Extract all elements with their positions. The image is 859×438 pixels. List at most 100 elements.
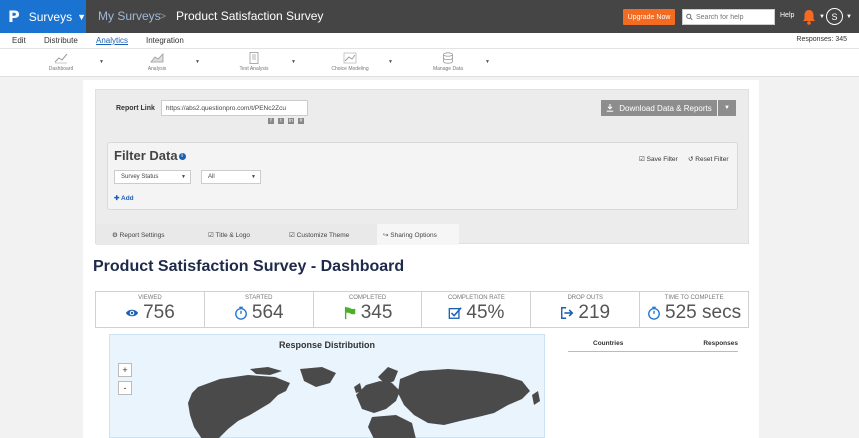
- search-box[interactable]: [682, 9, 775, 25]
- add-filter-link[interactable]: ✚ Add: [114, 195, 134, 202]
- download-options-caret[interactable]: ▼: [718, 100, 736, 116]
- tool-dashboard[interactable]: Dashboard: [31, 52, 91, 76]
- tab-label: Sharing Options: [390, 232, 437, 239]
- kpi-label: VIEWED: [138, 295, 162, 301]
- response-distribution-map: Response Distribution + -: [109, 334, 545, 438]
- bell-icon[interactable]: [800, 8, 818, 26]
- caret-down-icon: ▼: [846, 14, 852, 20]
- save-filter-link[interactable]: ☑ Save Filter: [639, 156, 678, 163]
- facebook-icon[interactable]: f: [268, 118, 274, 124]
- help-link[interactable]: Help: [780, 12, 795, 19]
- survey-status-select[interactable]: Survey Status ▼: [114, 170, 191, 184]
- tab-customize-theme[interactable]: ☑ Customize Theme: [289, 232, 350, 239]
- search-input[interactable]: [696, 13, 774, 21]
- main-menu: Edit Distribute Analytics Integration Re…: [0, 33, 859, 48]
- exit-icon: [561, 307, 574, 319]
- filter-title-text: Filter Data: [114, 148, 178, 163]
- map-region-arctic-islands: [250, 367, 282, 375]
- reset-filter-label: Reset Filter: [695, 156, 729, 163]
- kpi-completed: COMPLETED 345: [314, 292, 423, 327]
- breadcrumb-separator: >: [159, 9, 167, 23]
- map-region-uk: [354, 383, 362, 393]
- report-settings-card: Report Link https://abs2.questionpro.com…: [95, 89, 749, 245]
- countries-column-header[interactable]: Countries: [593, 340, 624, 347]
- tab-report-settings[interactable]: ⚙ Report Settings: [112, 232, 165, 239]
- filter-title: Filter Data i: [114, 148, 186, 163]
- kpi-viewed: VIEWED 756: [96, 292, 205, 327]
- map-region-asia: [398, 369, 530, 425]
- download-label: Download Data & Reports: [619, 103, 712, 113]
- caret-down-icon[interactable]: ▼: [195, 59, 200, 65]
- caret-down-icon[interactable]: ▼: [99, 59, 104, 65]
- kpi-label: DROP OUTS: [567, 295, 603, 301]
- kpi-label: COMPLETION RATE: [447, 295, 505, 301]
- save-filter-label: Save Filter: [646, 156, 678, 163]
- caret-down-icon: ▼: [251, 174, 256, 180]
- menu-integration[interactable]: Integration: [146, 36, 184, 45]
- tab-title-logo[interactable]: ☑ Title & Logo: [208, 232, 250, 239]
- map-region-greenland: [300, 367, 336, 387]
- tool-analysis[interactable]: Analysis: [127, 52, 187, 76]
- tool-choice-modeling[interactable]: Choice Modeling: [320, 52, 380, 76]
- share-qr-icon[interactable]: #: [298, 118, 304, 124]
- kpi-drop-outs: DROP OUTS 219: [531, 292, 641, 327]
- kpi-value: 45%: [466, 302, 505, 323]
- chart-line-icon: [54, 53, 68, 64]
- tool-manage-data[interactable]: Manage Data: [418, 52, 478, 76]
- tab-label: Customize Theme: [296, 232, 350, 239]
- database-icon: [443, 52, 453, 64]
- map-region-europe: [356, 381, 400, 413]
- download-button[interactable]: Download Data & Reports: [601, 100, 717, 116]
- tool-label: Dashboard: [48, 66, 74, 72]
- eye-icon: [125, 309, 139, 317]
- filter-panel: Filter Data i ☑ Save Filter ↺ Reset Filte…: [107, 142, 738, 210]
- filter-value-select[interactable]: All ▼: [201, 170, 261, 184]
- kpi-completion-rate: COMPLETION RATE 45%: [422, 292, 532, 327]
- search-icon: [686, 13, 693, 21]
- breadcrumb-my-surveys[interactable]: My Surveys: [98, 9, 161, 23]
- menu-analytics[interactable]: Analytics: [96, 36, 129, 45]
- kpi-value: 525 secs: [665, 302, 742, 323]
- linkedin-icon[interactable]: in: [288, 118, 294, 124]
- map-region-scandinavia: [378, 367, 398, 385]
- map-title: Response Distribution: [278, 340, 375, 350]
- text-doc-icon: [249, 52, 259, 64]
- kpi-row: VIEWED 756 STARTED 564 COMPLETED 345 COM…: [95, 291, 749, 328]
- zoom-out-button[interactable]: -: [118, 381, 132, 395]
- add-filter-label: Add: [121, 195, 134, 202]
- world-map[interactable]: [110, 365, 546, 438]
- product-switcher[interactable]: P Surveys ▼: [0, 0, 86, 33]
- tool-text-analysis[interactable]: Text Analysis: [224, 52, 284, 76]
- reset-filter-link[interactable]: ↺ Reset Filter: [688, 156, 729, 163]
- countries-table: Countries Responses: [568, 334, 746, 438]
- download-icon: [607, 104, 614, 112]
- info-icon[interactable]: i: [178, 153, 186, 161]
- caret-down-icon: ▼: [181, 174, 186, 180]
- check-square-icon: [449, 307, 463, 319]
- map-region-japan: [532, 391, 540, 405]
- product-label: Surveys: [28, 9, 73, 24]
- kpi-value: 219: [578, 302, 611, 323]
- tab-sharing-options[interactable]: ↪ Sharing Options: [377, 224, 459, 245]
- caret-down-icon: ▼: [77, 11, 86, 22]
- twitter-icon[interactable]: t: [278, 118, 284, 124]
- caret-down-icon[interactable]: ▼: [388, 59, 393, 65]
- report-link-field[interactable]: https://abs2.questionpro.com/t/PENc2Zcu: [161, 100, 308, 116]
- chart-line-icon: [343, 52, 357, 64]
- map-region-north-america: [188, 375, 290, 438]
- chart-area-icon: [150, 53, 164, 63]
- dashboard-title: Product Satisfaction Survey - Dashboard: [93, 258, 405, 275]
- report-tabs: ⚙ Report Settings ☑ Title & Logo ☑ Custo…: [96, 224, 459, 245]
- menu-distribute[interactable]: Distribute: [44, 36, 78, 45]
- responses-column-header[interactable]: Responses: [703, 340, 738, 347]
- menu-edit[interactable]: Edit: [12, 36, 26, 45]
- select-value: All: [208, 174, 215, 180]
- timer-icon: [648, 306, 660, 320]
- tab-label: Title & Logo: [215, 232, 250, 239]
- tool-label: Choice Modeling: [331, 66, 369, 72]
- zoom-in-button[interactable]: +: [118, 363, 132, 377]
- avatar[interactable]: S: [826, 8, 843, 25]
- caret-down-icon[interactable]: ▼: [485, 59, 490, 65]
- upgrade-button[interactable]: Upgrade Now: [623, 9, 675, 25]
- caret-down-icon[interactable]: ▼: [291, 59, 296, 65]
